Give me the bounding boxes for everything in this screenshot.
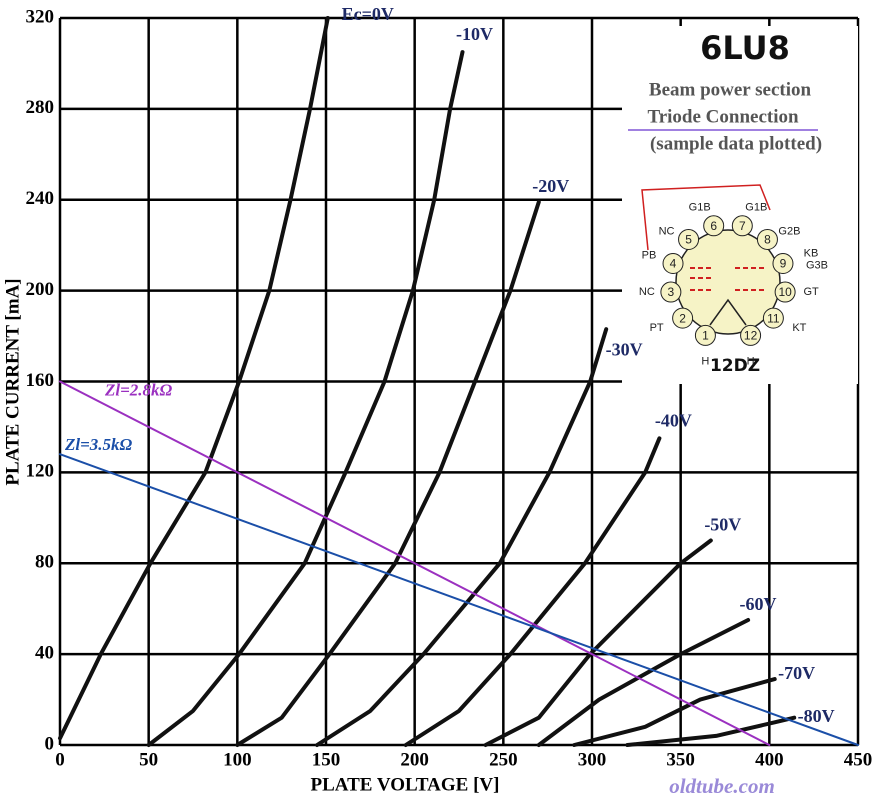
- x-tick-label: 300: [578, 749, 607, 770]
- x-tick-label: 50: [139, 749, 158, 770]
- pin-name: NC: [659, 225, 675, 237]
- pin-number: 5: [685, 233, 692, 247]
- pin-name: KB: [804, 247, 819, 259]
- connection: [641, 184, 771, 251]
- series-label: -60V: [740, 594, 777, 614]
- pin: [731, 215, 753, 237]
- curve: [403, 436, 662, 747]
- pin-name: PT: [650, 322, 664, 334]
- pin: [672, 307, 694, 329]
- pin-name: KT: [792, 322, 806, 334]
- load-line: [59, 380, 771, 746]
- series-label: Zl=3.5kΩ: [64, 435, 133, 454]
- curve: [536, 618, 751, 747]
- pin-number: 3: [668, 285, 675, 299]
- series-label: -20V: [532, 176, 569, 196]
- pin-name: H: [701, 355, 709, 367]
- heater: [709, 298, 747, 326]
- x-tick-label: 250: [489, 749, 518, 770]
- pin: [662, 253, 684, 275]
- pin: [740, 324, 762, 346]
- curve: [146, 50, 465, 747]
- y-tick-label: 160: [26, 370, 55, 391]
- series-label: Zl=2.8kΩ: [104, 380, 173, 399]
- curves: [58, 16, 859, 747]
- pin: [772, 253, 794, 275]
- pin-name: G1B: [689, 202, 711, 214]
- pin: [694, 324, 716, 346]
- subtitle: Beam power section: [649, 79, 812, 100]
- x-tick-label: 400: [755, 749, 784, 770]
- pin: [660, 281, 682, 303]
- pin-name: NC: [639, 286, 655, 298]
- series-label: -50V: [704, 515, 741, 535]
- series-label: -70V: [778, 663, 815, 683]
- y-tick-label: 280: [26, 97, 55, 118]
- x-tick-label: 200: [400, 749, 429, 770]
- pin-name: G2B: [778, 225, 800, 237]
- curve: [315, 327, 609, 747]
- y-tick-label: 0: [45, 733, 55, 754]
- y-tick-label: 240: [26, 188, 55, 209]
- x-tick-label: 450: [844, 749, 872, 770]
- pin-name: G3B: [806, 259, 828, 271]
- chart-title: 6LU8: [700, 29, 790, 67]
- pin-number: 6: [710, 219, 717, 233]
- pin-number: 4: [670, 257, 677, 271]
- x-tick-label: 350: [666, 749, 695, 770]
- y-tick-label: 40: [35, 642, 54, 663]
- series-label: -80V: [798, 706, 835, 726]
- x-axis-label: PLATE VOLTAGE [V]: [311, 774, 500, 795]
- pin: [756, 228, 778, 250]
- y-tick-label: 320: [26, 6, 55, 27]
- y-tick-label: 80: [35, 552, 54, 573]
- y-tick-label: 200: [26, 279, 55, 300]
- subtitle: (sample data plotted): [650, 133, 822, 154]
- series-label: -30V: [606, 339, 643, 359]
- pin-number: 12: [744, 329, 758, 343]
- pin-number: 10: [778, 285, 792, 299]
- pin-number: 2: [679, 311, 686, 325]
- pin-name: GT: [803, 286, 819, 298]
- pin-number: 1: [702, 329, 709, 343]
- pin-number: 7: [739, 219, 746, 233]
- load-line: [59, 453, 859, 746]
- pin: [774, 281, 796, 303]
- curve: [58, 16, 330, 741]
- curve: [625, 715, 797, 747]
- series-label: -10V: [456, 24, 493, 44]
- curve: [235, 200, 541, 747]
- watermark: oldtube.com: [669, 774, 775, 798]
- pin-name: PB: [642, 249, 657, 261]
- series-label: Ec=0V: [342, 4, 394, 24]
- electrodes: [690, 267, 765, 291]
- tube-base: [675, 229, 781, 335]
- series-label: -40V: [655, 410, 692, 430]
- pin-number: 11: [767, 311, 780, 325]
- x-tick-label: 100: [223, 749, 252, 770]
- curve: [572, 677, 777, 747]
- pin-number: 8: [764, 233, 771, 247]
- pin-number: 9: [780, 257, 787, 271]
- pin-name: H: [747, 355, 755, 367]
- base-label: 12DZ: [710, 356, 760, 376]
- pin: [762, 307, 784, 329]
- pin: [678, 228, 700, 250]
- x-tick-label: 0: [55, 749, 65, 770]
- x-tick-label: 150: [312, 749, 341, 770]
- y-tick-label: 120: [26, 461, 55, 482]
- pin-name: G1B: [745, 202, 767, 214]
- pin: [703, 215, 725, 237]
- subtitle: Triode Connection: [647, 106, 799, 127]
- y-axis-label: PLATE CURRENT [mA]: [2, 278, 23, 485]
